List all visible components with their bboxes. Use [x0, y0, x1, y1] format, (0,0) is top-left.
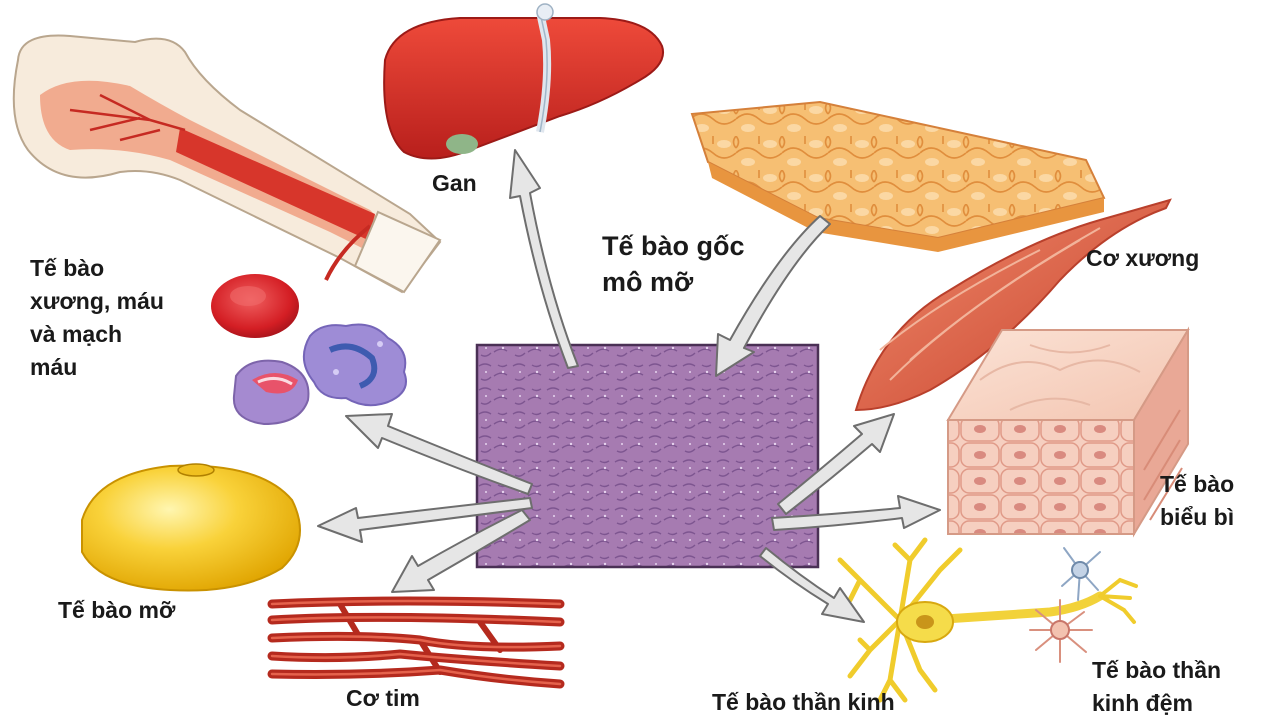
label-glial-line2: kinh đệm [1092, 690, 1193, 716]
label-blood-line3: và mạch [30, 321, 123, 347]
skeletal-muscle-illustration [854, 198, 1172, 412]
liver-illustration [383, 3, 664, 160]
differentiation-arrows [317, 149, 941, 623]
label-epidermis: Tế bào biểu bì [1160, 468, 1234, 534]
stem-cell-tissue-square [475, 343, 820, 569]
label-neuron: Tế bào thần kinh [712, 689, 895, 715]
epidermis-illustration [946, 326, 1190, 538]
bone-illustration [12, 34, 442, 294]
neuron-illustration [837, 537, 1138, 703]
fat-cell-illustration [81, 463, 301, 592]
label-center-stem-cells: Tế bào gốc mô mỡ [602, 228, 745, 300]
label-blood-line1: Tế bào [30, 255, 105, 281]
label-epidermis-line2: biểu bì [1160, 504, 1235, 530]
blood-cells-illustration [211, 274, 407, 426]
label-epidermis-line1: Tế bào [1160, 471, 1235, 497]
label-glial: Tế bào thần kinh đệm [1092, 654, 1221, 720]
label-center-line2: mô mỡ [602, 267, 694, 297]
label-fat-cell: Tế bào mỡ [58, 597, 176, 623]
label-blood-line4: máu [30, 354, 78, 380]
label-liver: Gan [432, 170, 477, 196]
label-center-line1: Tế bào gốc [602, 231, 745, 261]
cardiac-muscle-illustration [267, 596, 565, 689]
label-skeletal-muscle: Cơ xương [1086, 245, 1200, 271]
adipose-tissue-illustration [690, 100, 1106, 252]
label-blood-line2: xương, máu [30, 288, 164, 314]
label-blood-bone-vessels: Tế bào xương, máu và mạch máu [30, 252, 164, 384]
label-cardiac-muscle: Cơ tim [346, 685, 420, 711]
label-glial-line1: Tế bào thần [1092, 657, 1222, 683]
